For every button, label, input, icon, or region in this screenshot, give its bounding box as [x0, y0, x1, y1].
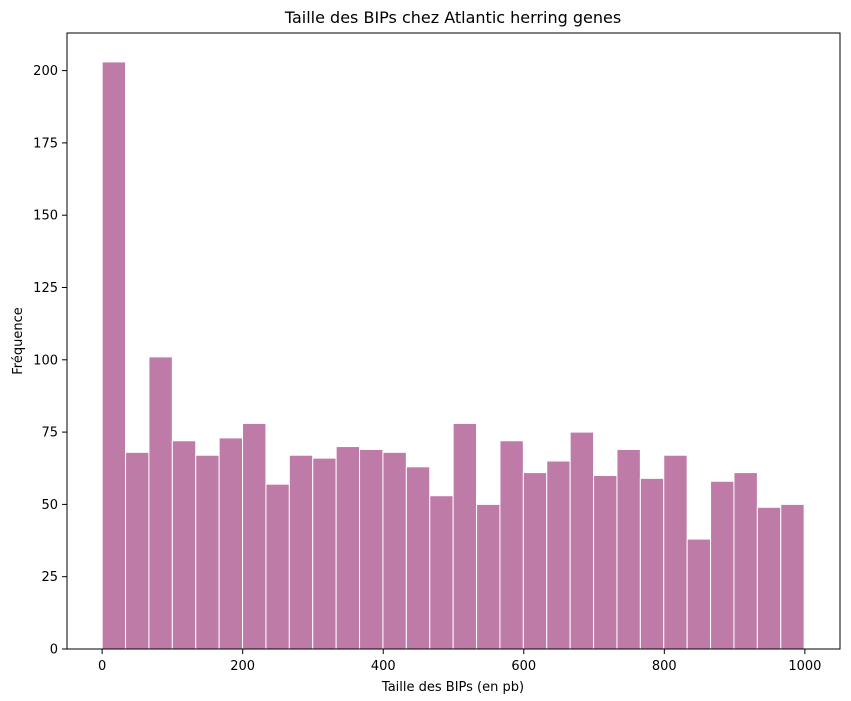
- y-tick-label: 150: [33, 209, 58, 224]
- y-tick-label: 125: [33, 281, 58, 296]
- histogram-bar: [733, 472, 758, 650]
- x-tick-label: 200: [230, 659, 255, 674]
- histogram-bar: [382, 451, 407, 650]
- y-tick-label: 75: [41, 426, 58, 441]
- histogram-bar: [522, 472, 548, 650]
- chart-title: Taille des BIPs chez Atlantic herring ge…: [284, 8, 621, 27]
- y-tick-label: 50: [41, 498, 58, 513]
- y-tick-label: 25: [41, 570, 58, 585]
- histogram-bar: [101, 61, 127, 650]
- y-tick-label: 0: [50, 643, 58, 658]
- x-tick-label: 800: [652, 659, 677, 674]
- histogram-bar: [242, 422, 267, 650]
- histogram-bar: [780, 503, 805, 650]
- histogram-bar: [312, 457, 337, 650]
- histogram-bar: [593, 474, 618, 650]
- x-tick-label: 1000: [788, 659, 821, 674]
- y-tick-label: 100: [33, 353, 58, 368]
- histogram-bar: [546, 460, 571, 650]
- histogram-bar: [195, 454, 220, 650]
- x-tick-label: 400: [371, 659, 396, 674]
- histogram-bar: [616, 448, 641, 650]
- histogram-bar: [756, 506, 782, 650]
- histogram-bar: [288, 454, 314, 650]
- histogram-bar: [405, 466, 431, 650]
- histogram-bar: [710, 480, 735, 650]
- histogram-bar: [569, 431, 595, 650]
- histogram-bar: [429, 495, 454, 650]
- histogram-bar: [125, 451, 150, 650]
- x-tick-label: 600: [511, 659, 536, 674]
- histogram-bar: [171, 440, 197, 650]
- histogram-bar: [639, 477, 665, 650]
- histogram-bar: [686, 538, 712, 650]
- plot-frame: [66, 32, 841, 650]
- x-axis-ticks: 0 200 400 600 800 1000: [98, 649, 821, 674]
- histogram-bar: [148, 356, 173, 650]
- histogram-bar: [265, 483, 290, 650]
- x-tick-label: 0: [98, 659, 106, 674]
- y-tick-label: 200: [33, 64, 58, 79]
- y-axis-ticks: 0 25 50 75 100 125 150 175 200: [33, 64, 67, 658]
- histogram-bar: [335, 446, 361, 650]
- histogram-bar: [359, 448, 384, 650]
- histogram-bar: [476, 503, 501, 650]
- x-axis-label: Taille des BIPs (en pb): [381, 680, 524, 695]
- y-axis-label: Fréquence: [11, 307, 26, 374]
- histogram-bar: [218, 437, 244, 650]
- histogram-bar: [452, 422, 478, 650]
- y-tick-label: 175: [33, 136, 58, 151]
- bars-group: [101, 61, 805, 650]
- histogram-bar: [499, 440, 524, 650]
- histogram-bar: [663, 454, 688, 650]
